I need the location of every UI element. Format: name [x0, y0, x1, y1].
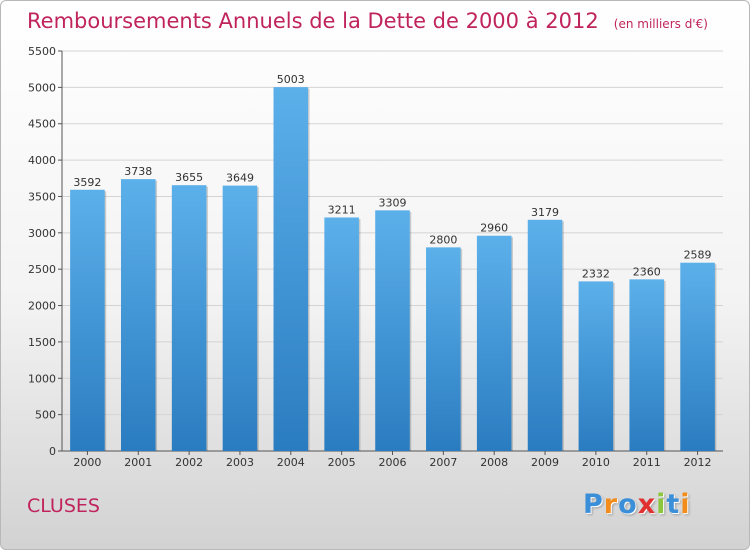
y-tick-label: 1500	[28, 336, 56, 349]
logo-letter: i	[656, 489, 667, 520]
y-tick-label: 3000	[28, 227, 56, 240]
bar	[476, 235, 512, 451]
x-tick-label: 2002	[175, 456, 203, 469]
bar	[70, 189, 105, 451]
y-tick-label: 500	[35, 409, 56, 422]
x-tick-label: 2004	[277, 456, 305, 469]
bar	[171, 185, 207, 451]
data-label: 2332	[582, 267, 610, 280]
x-tick-label: 2012	[684, 456, 712, 469]
y-tick-label: 5500	[28, 45, 56, 58]
x-tick-label: 2010	[582, 456, 610, 469]
y-tick-label: 3500	[28, 190, 56, 203]
data-labels: 3592 3738 3655 3649 5003 3211 3309 2800 2960 3179…	[73, 73, 711, 280]
data-label: 3655	[175, 171, 203, 184]
data-label: 3309	[379, 196, 407, 209]
bar	[578, 281, 614, 451]
data-label: 2800	[429, 233, 457, 246]
data-label: 3738	[124, 165, 152, 178]
y-tick-label: 4000	[28, 154, 56, 167]
data-label: 3211	[328, 203, 356, 216]
logo-letter: r	[603, 489, 619, 520]
data-label: 3179	[531, 206, 559, 219]
data-label: 3592	[73, 176, 101, 189]
data-label: 2589	[684, 249, 712, 262]
y-tick-label: 2500	[28, 263, 56, 276]
x-tick-label: 2003	[226, 456, 254, 469]
bar	[527, 219, 563, 451]
chart-title-text: Remboursements Annuels de la Dette de 20…	[27, 9, 599, 33]
bar	[426, 247, 461, 451]
data-label: 2960	[480, 222, 508, 235]
town-name: CLUSES	[27, 495, 100, 517]
logo-letter: o	[618, 489, 638, 520]
bar	[680, 262, 715, 451]
proxiti-logo: Proxiti	[583, 489, 691, 520]
y-tick-label: 0	[49, 445, 56, 458]
chart-title: Remboursements Annuels de la Dette de 20…	[27, 9, 708, 33]
x-tick-label: 2000	[73, 456, 101, 469]
x-tick-label: 2006	[379, 456, 407, 469]
chart-subtitle: (en milliers d'€)	[613, 17, 708, 31]
logo-letter: P	[583, 489, 604, 520]
logo-letter: x	[637, 489, 657, 520]
x-tick-label: 2008	[480, 456, 508, 469]
data-label: 3649	[226, 172, 254, 185]
x-tick-label: 2007	[429, 456, 457, 469]
data-label: 2360	[633, 265, 661, 278]
y-tick-label: 2000	[28, 300, 56, 313]
bar	[375, 210, 410, 451]
bar	[629, 279, 665, 451]
bars	[70, 87, 717, 452]
bar	[120, 179, 156, 452]
bar	[273, 87, 309, 452]
x-tick-label: 2009	[531, 456, 559, 469]
x-tick-label: 2011	[633, 456, 661, 469]
bar	[324, 217, 359, 451]
tick-labels: 0 500 1000 1500 2000 2500 3000 3500 4000 4500 5000…	[28, 45, 712, 469]
x-tick-label: 2005	[328, 456, 356, 469]
y-tick-label: 5000	[28, 81, 56, 94]
x-tick-label: 2001	[124, 456, 152, 469]
data-label: 5003	[277, 73, 305, 86]
logo-letter: t	[666, 489, 681, 520]
logo-letter: i	[680, 489, 691, 520]
y-tick-label: 4500	[28, 118, 56, 131]
y-tick-label: 1000	[28, 372, 56, 385]
bar	[222, 185, 258, 452]
